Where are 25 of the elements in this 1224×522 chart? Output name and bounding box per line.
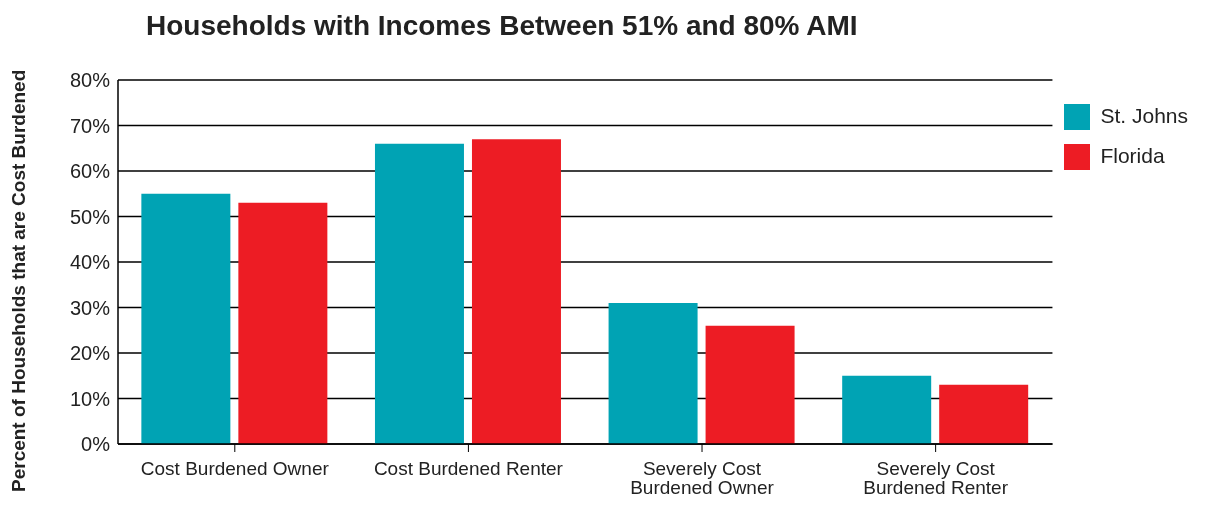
y-tick-label: 40% — [69, 251, 111, 274]
bar — [374, 143, 464, 444]
bar — [608, 302, 698, 444]
x-tick-label: Severely Cost Burdened Renter — [863, 458, 1009, 499]
bar — [939, 384, 1029, 444]
y-tick-label: 70% — [69, 114, 111, 137]
y-tick-label: 60% — [69, 160, 111, 183]
bar — [471, 139, 561, 444]
y-tick-label: 10% — [69, 387, 111, 410]
y-tick-label: 20% — [69, 342, 111, 365]
x-tick-label: Cost Burdened Renter — [373, 458, 564, 480]
bar — [238, 202, 328, 444]
y-axis-title: Percent of Households that are Cost Burdened — [7, 69, 29, 492]
y-tick-label: 0% — [81, 433, 111, 456]
x-tick-label: Cost Burdened Owner — [140, 458, 330, 480]
bar — [705, 325, 795, 444]
bar — [141, 193, 231, 444]
y-tick-label: 30% — [69, 296, 111, 319]
chart-title: Households with Incomes Between 51% and 80% AMI — [146, 10, 858, 42]
x-tick-label: Severely Cost Burdened Owner — [630, 458, 775, 499]
legend-label: Florida — [1100, 144, 1165, 167]
y-tick-label: 80% — [69, 69, 111, 92]
bar — [842, 375, 932, 444]
y-tick-label: 50% — [69, 205, 111, 228]
legend-label: St. Johns — [1100, 104, 1188, 127]
